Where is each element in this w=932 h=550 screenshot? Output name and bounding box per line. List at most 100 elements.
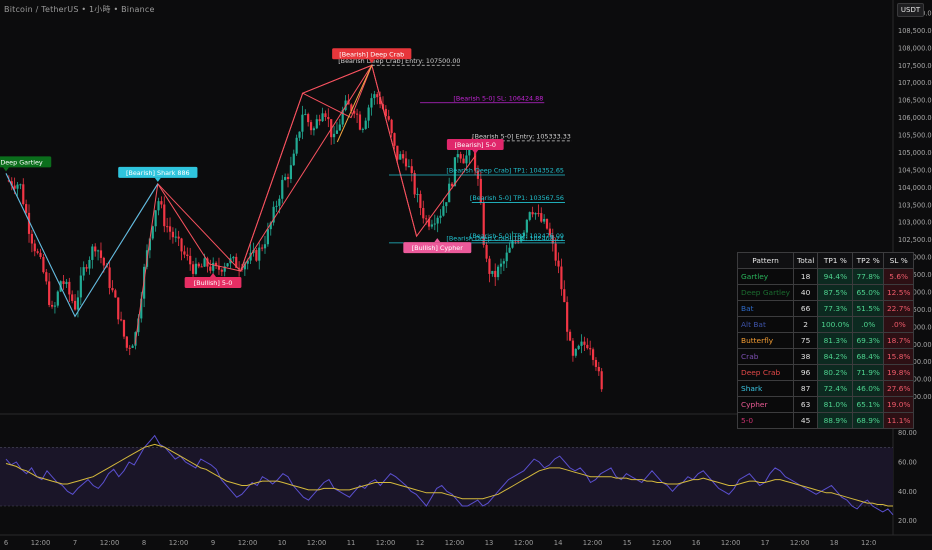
- table-cell-tp2: 77.8%: [852, 268, 884, 285]
- table-cell-sl: 18.7%: [882, 332, 915, 349]
- table-header-cell: Total: [792, 252, 819, 269]
- candle-body: [266, 229, 269, 245]
- candle-body: [82, 267, 85, 276]
- candle-body: [545, 218, 549, 229]
- price-tick-label: 105,500.00: [898, 132, 932, 140]
- table-cell-tp1: 81.0%: [817, 396, 854, 413]
- pattern-tag-pointer: [472, 149, 479, 154]
- candle-body: [597, 366, 600, 372]
- table-header-cell: Pattern: [737, 252, 794, 269]
- harmonic-pattern-line: [5, 64, 476, 345]
- candle-body: [140, 298, 143, 319]
- candle-body: [540, 213, 543, 222]
- candle-body: [217, 265, 221, 270]
- price-tick-label: 105,000.00: [898, 149, 932, 157]
- candle-body: [120, 319, 123, 321]
- candle-body: [465, 155, 468, 164]
- pattern-tag-label: [Bullish] 5-0: [194, 279, 233, 287]
- candle-body: [525, 219, 528, 233]
- price-tick-label: 104,500.00: [898, 166, 932, 174]
- candle-body: [370, 98, 373, 108]
- pattern-tag: [Bearish] 5-0: [446, 138, 504, 154]
- candle-body: [419, 193, 422, 208]
- candle-body: [278, 198, 281, 206]
- candle-body: [13, 185, 16, 189]
- pattern-tag-box: [446, 138, 504, 150]
- candle-body: [289, 165, 292, 180]
- candle-body: [427, 218, 431, 227]
- candle-body: [85, 267, 88, 269]
- pattern-tag-box: [332, 48, 412, 60]
- candle-body: [117, 297, 120, 320]
- candle-body: [505, 252, 508, 262]
- candle-body: [111, 287, 114, 291]
- candle-body: [393, 133, 396, 146]
- candle-body: [284, 177, 287, 180]
- candle-body: [226, 263, 229, 267]
- time-tick-label: 12:00: [652, 539, 672, 547]
- currency-badge[interactable]: USDT: [897, 3, 924, 17]
- time-tick-label: 14: [554, 539, 563, 547]
- time-tick-label: 12:00: [31, 539, 51, 547]
- candle-body: [344, 100, 347, 111]
- table-header-cell: TP2 %: [852, 252, 884, 269]
- candle-body: [163, 204, 166, 227]
- candle-body: [180, 238, 183, 252]
- candle-body: [220, 269, 223, 272]
- table-cell-total: 63: [792, 396, 819, 413]
- candle-body: [511, 240, 514, 248]
- pattern-tag-pointer: [3, 167, 9, 172]
- candle-body: [528, 212, 531, 220]
- candle-body: [108, 267, 111, 288]
- candle-body: [114, 290, 117, 298]
- candle-body: [350, 104, 353, 111]
- candle-body: [361, 128, 364, 130]
- time-tick-label: 17: [761, 539, 770, 547]
- candle-body: [42, 257, 45, 273]
- candle-body: [508, 247, 511, 253]
- oscillator-tick-label: 20.00: [898, 517, 917, 525]
- candle-body: [485, 244, 488, 259]
- price-tick-label: 102,500.00: [898, 236, 932, 244]
- candle-body: [462, 158, 465, 164]
- time-tick-label: 8: [142, 539, 146, 547]
- candle-body: [514, 240, 517, 242]
- candle-body: [566, 302, 569, 332]
- harmonic-pattern-line: [5, 173, 159, 318]
- candle-body: [189, 255, 192, 265]
- candle-body: [19, 184, 22, 186]
- candle-body: [491, 270, 494, 274]
- candle-body: [209, 266, 212, 271]
- candle-body: [200, 266, 203, 268]
- pattern-tag-label: [Bearish] 5-0: [455, 141, 496, 149]
- candle-body: [128, 347, 131, 349]
- candle-body: [246, 260, 249, 264]
- candle-body: [203, 258, 206, 267]
- candle-body: [551, 235, 554, 244]
- candle-body: [318, 119, 321, 122]
- pattern-tag-pointer: [154, 177, 161, 182]
- candle-body: [249, 252, 252, 261]
- table-cell-pattern: Alt Bat: [737, 316, 794, 333]
- candle-body: [577, 345, 580, 349]
- candle-body: [327, 117, 330, 120]
- candle-body: [531, 212, 534, 215]
- candle-body: [450, 183, 454, 187]
- table-cell-sl: 19.8%: [882, 364, 915, 381]
- table-cell-sl: 27.6%: [882, 380, 915, 397]
- candle-body: [10, 181, 13, 186]
- table-cell-pattern: Shark: [737, 380, 794, 397]
- candle-body: [168, 226, 172, 232]
- table-cell-tp1: 84.2%: [817, 348, 854, 365]
- time-tick-label: 12:00: [238, 539, 258, 547]
- candle-body: [25, 204, 28, 213]
- table-cell-total: 18: [792, 268, 819, 285]
- candle-body: [496, 266, 500, 278]
- table-row: Gartley 18 94.4% 77.8% 5.6%: [737, 268, 915, 285]
- time-tick-label: 6: [4, 539, 8, 547]
- candle-body: [332, 133, 336, 138]
- candle-body: [422, 207, 425, 219]
- candle-body: [353, 110, 356, 114]
- table-cell-tp2: 65.0%: [852, 284, 884, 301]
